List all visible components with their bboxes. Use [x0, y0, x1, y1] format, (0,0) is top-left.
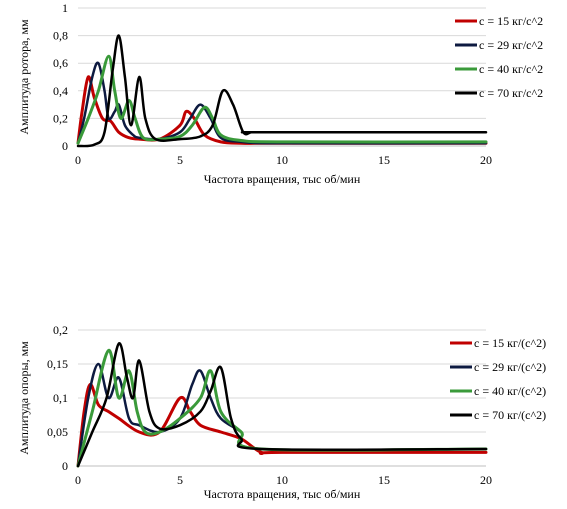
legend-label: c = 70 кг/(с^2) [474, 408, 546, 422]
y-tick-label: 0,05 [47, 425, 68, 439]
x-tick-label: 15 [378, 153, 390, 167]
y-axis-title: Амплитуда ротора, мм [17, 19, 31, 135]
y-tick-label: 0,4 [53, 84, 68, 98]
series-line [76, 342, 488, 468]
x-axis-title: Частота вращения, тыс об/мин [204, 487, 361, 501]
x-tick-label: 20 [480, 153, 492, 167]
legend-label: c = 29 кг/с^2 [479, 38, 543, 52]
x-tick-label: 0 [75, 473, 81, 487]
x-tick-label: 5 [177, 473, 183, 487]
chart-2: 0 0,05 0,1 0,15 0,2 0 5 10 15 20 Частота вращения,… [17, 323, 546, 501]
y-tick-label: 0 [62, 139, 68, 153]
y-tick-label: 0,6 [53, 56, 68, 70]
y-tick-label: 0,15 [47, 357, 68, 371]
series-line [76, 54, 488, 145]
y-axis-title: Амплитуда опоры, мм [17, 341, 31, 455]
legend-label: c = 15 кг/с^2 [479, 14, 543, 28]
y-tick-label: 0 [62, 459, 68, 473]
x-tick-label: 10 [276, 473, 288, 487]
x-tick-label: 15 [378, 473, 390, 487]
y-tick-label: 1 [62, 1, 68, 15]
series-line [76, 61, 488, 145]
legend-label: c = 15 кг/(с^2) [474, 336, 546, 350]
x-tick-label: 10 [276, 153, 288, 167]
x-axis-title: Частота вращения, тыс об/мин [204, 172, 361, 186]
y-tick-label: 0,2 [53, 323, 68, 337]
legend-label: c = 40 кг/(с^2) [474, 384, 546, 398]
x-tick-label: 0 [75, 153, 81, 167]
y-tick-label: 0,2 [53, 111, 68, 125]
series-line [76, 34, 488, 148]
y-tick-label: 0,1 [53, 391, 68, 405]
legend-label: c = 29 кг/(с^2) [474, 360, 546, 374]
x-tick-label: 5 [177, 153, 183, 167]
x-tick-label: 20 [480, 473, 492, 487]
legend-label: c = 70 кг/с^2 [479, 86, 543, 100]
legend-label: c = 40 кг/с^2 [479, 62, 543, 76]
y-tick-label: 0,8 [53, 29, 68, 43]
